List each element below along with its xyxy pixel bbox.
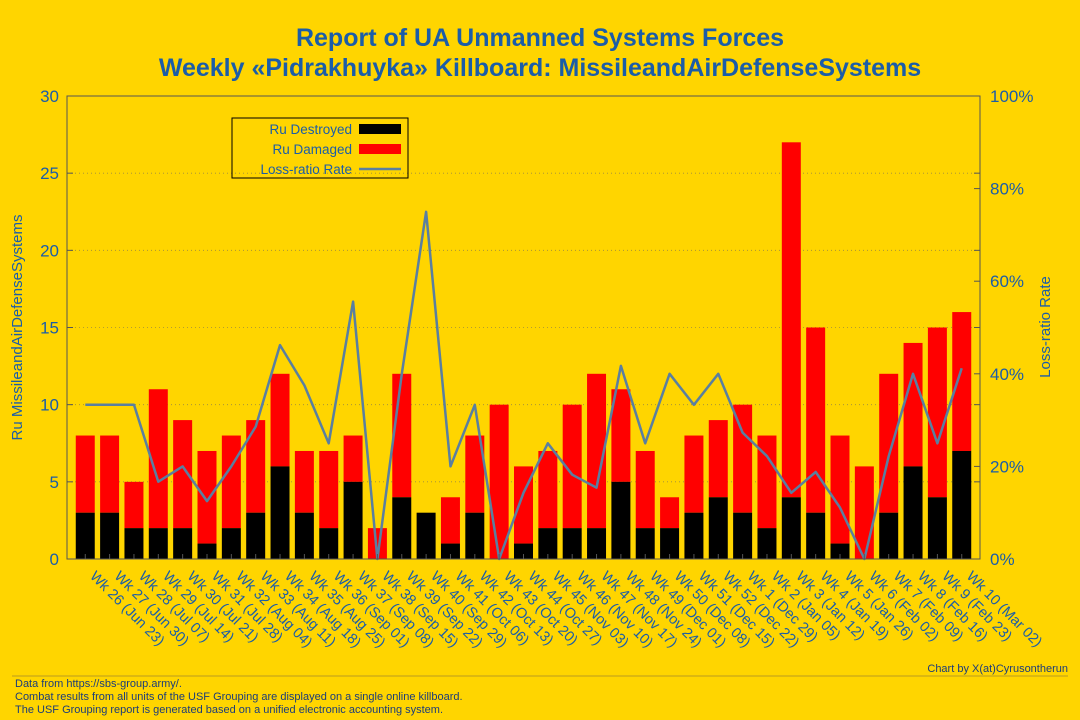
bar-destroyed bbox=[708, 497, 728, 559]
bar-destroyed bbox=[635, 528, 655, 559]
bar-damaged bbox=[197, 450, 217, 544]
y-tick-label: 20 bbox=[40, 241, 59, 260]
y2-tick-label: 40% bbox=[990, 365, 1024, 384]
bar-damaged bbox=[294, 450, 314, 513]
bar-destroyed bbox=[319, 528, 339, 559]
bar-destroyed bbox=[197, 543, 217, 559]
bar-damaged bbox=[440, 497, 460, 544]
bar-destroyed bbox=[733, 512, 753, 559]
y-tick-label: 15 bbox=[40, 319, 59, 338]
bar-damaged bbox=[124, 481, 144, 529]
chart-credit: Chart by X(at)Cyrusontherun bbox=[927, 663, 1068, 675]
y-tick-label: 0 bbox=[50, 550, 59, 569]
bar-destroyed bbox=[781, 497, 801, 559]
chart-title-line-1: Report of UA Unmanned Systems Forces bbox=[295, 24, 785, 52]
y-tick-label: 30 bbox=[40, 87, 59, 106]
bar-damaged bbox=[684, 435, 704, 513]
bar-destroyed bbox=[100, 512, 120, 559]
bar-damaged bbox=[927, 327, 947, 498]
y2-tick-label: 0% bbox=[990, 550, 1015, 569]
y2-tick-label: 80% bbox=[990, 180, 1024, 199]
bar-destroyed bbox=[392, 497, 412, 559]
bar-destroyed bbox=[927, 497, 947, 559]
y-tick-label: 25 bbox=[40, 164, 59, 183]
bar-damaged bbox=[367, 528, 387, 559]
footer-note: The USF Grouping report is generated bas… bbox=[15, 704, 444, 716]
bar-destroyed bbox=[416, 512, 436, 559]
bar-damaged bbox=[757, 435, 777, 529]
bar-damaged bbox=[781, 142, 801, 498]
legend-swatch bbox=[359, 124, 401, 134]
bar-destroyed bbox=[903, 466, 923, 559]
bar-damaged bbox=[148, 389, 168, 529]
legend-label: Loss-ratio Rate bbox=[260, 162, 352, 177]
bar-damaged bbox=[806, 327, 826, 513]
bar-destroyed bbox=[440, 543, 460, 559]
bar-damaged bbox=[489, 404, 509, 559]
bar-damaged bbox=[903, 342, 923, 467]
bar-destroyed bbox=[879, 512, 899, 559]
bar-destroyed bbox=[173, 528, 193, 559]
bar-damaged bbox=[465, 435, 485, 513]
bar-damaged bbox=[343, 435, 363, 482]
bar-destroyed bbox=[562, 528, 582, 559]
bar-damaged bbox=[173, 420, 193, 529]
bar-damaged bbox=[221, 435, 241, 529]
bar-destroyed bbox=[270, 466, 290, 559]
bar-destroyed bbox=[514, 543, 533, 559]
footer-notes: Data from https://sbs-group.army/. Comba… bbox=[15, 678, 463, 717]
bar-destroyed bbox=[148, 528, 168, 559]
bar-damaged bbox=[611, 389, 631, 482]
bar-damaged bbox=[392, 373, 412, 498]
y2-tick-label: 60% bbox=[990, 272, 1024, 291]
bar-destroyed bbox=[538, 528, 558, 559]
bar-destroyed bbox=[757, 528, 777, 559]
bar-damaged bbox=[708, 420, 728, 498]
bar-damaged bbox=[246, 420, 266, 513]
bar-destroyed bbox=[221, 528, 241, 559]
y-axis-title: Ru MissileandAirDefenseSystems bbox=[9, 215, 26, 441]
footer-note: Data from https://sbs-group.army/. bbox=[15, 678, 182, 690]
bar-destroyed bbox=[660, 528, 680, 559]
bar-destroyed bbox=[952, 450, 972, 559]
bar-destroyed bbox=[75, 512, 95, 559]
bar-destroyed bbox=[830, 543, 850, 559]
bar-destroyed bbox=[587, 528, 607, 559]
bar-destroyed bbox=[124, 528, 144, 559]
bar-damaged bbox=[733, 404, 753, 513]
bar-damaged bbox=[562, 404, 582, 529]
bar-damaged bbox=[75, 435, 95, 513]
bar-damaged bbox=[830, 435, 850, 544]
bar-damaged bbox=[270, 373, 290, 467]
bar-destroyed bbox=[806, 512, 826, 559]
bar-damaged bbox=[587, 373, 607, 529]
y-tick-label: 5 bbox=[50, 473, 59, 492]
bar-destroyed bbox=[343, 481, 363, 559]
legend-box bbox=[231, 117, 409, 179]
y2-axis-title: Loss-ratio Rate bbox=[1037, 276, 1054, 378]
bar-destroyed bbox=[294, 512, 314, 559]
bar-destroyed bbox=[246, 512, 266, 559]
bar-damaged bbox=[538, 450, 558, 529]
bar-damaged bbox=[660, 497, 680, 529]
bar-damaged bbox=[635, 450, 655, 529]
chart-title-line-2: Weekly «Pidrakhuyka» Killboard: Missilea… bbox=[158, 54, 922, 82]
bar-damaged bbox=[319, 450, 339, 529]
legend-label: Ru Damaged bbox=[272, 142, 352, 157]
bar-damaged bbox=[879, 373, 899, 513]
y2-tick-label: 20% bbox=[990, 457, 1024, 476]
footer-note: Combat results from all units of the USF… bbox=[15, 691, 463, 703]
bar-damaged bbox=[952, 312, 972, 451]
bar-destroyed bbox=[684, 512, 704, 559]
bar-destroyed bbox=[465, 512, 485, 559]
y-tick-label: 10 bbox=[40, 396, 59, 415]
legend-label: Ru Destroyed bbox=[269, 122, 352, 137]
legend-swatch bbox=[359, 144, 401, 154]
y2-tick-label: 100% bbox=[990, 87, 1033, 106]
bar-damaged bbox=[100, 435, 120, 513]
bar-destroyed bbox=[611, 481, 631, 559]
